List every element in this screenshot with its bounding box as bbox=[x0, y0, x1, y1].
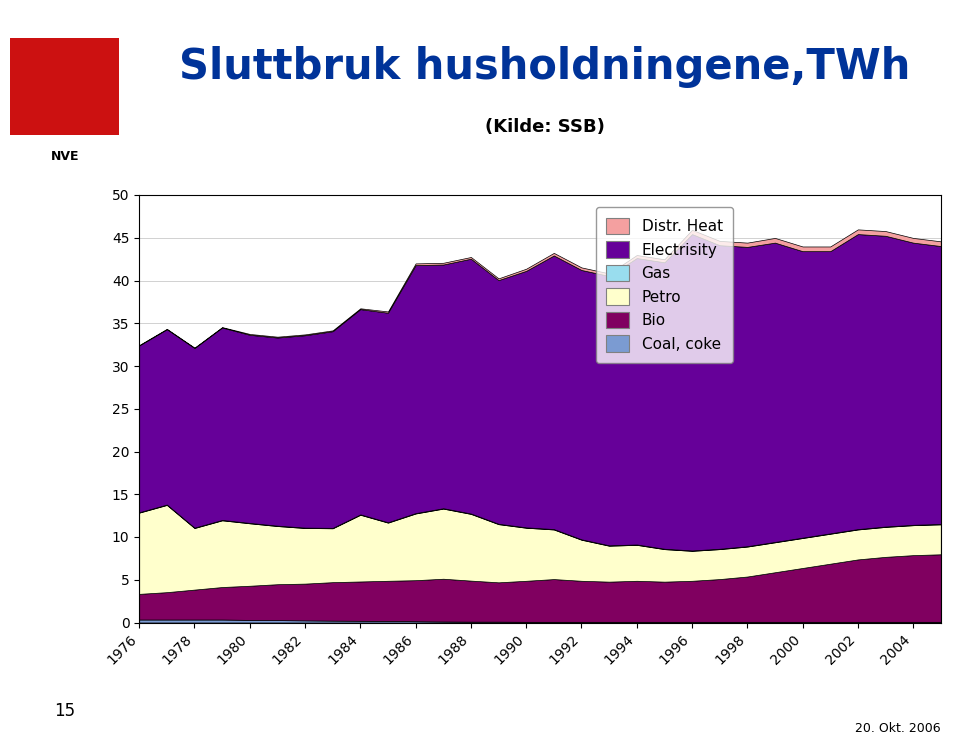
Text: Sluttbruk husholdningene,TWh: Sluttbruk husholdningene,TWh bbox=[180, 46, 910, 88]
FancyBboxPatch shape bbox=[11, 38, 119, 135]
Legend: Distr. Heat, Electrisity, Gas, Petro, Bio, Coal, coke: Distr. Heat, Electrisity, Gas, Petro, Bi… bbox=[596, 207, 733, 362]
FancyBboxPatch shape bbox=[0, 570, 130, 630]
Text: NVE: NVE bbox=[51, 150, 79, 163]
Text: (Kilde: SSB): (Kilde: SSB) bbox=[485, 118, 605, 136]
FancyBboxPatch shape bbox=[0, 450, 130, 510]
FancyBboxPatch shape bbox=[0, 390, 130, 450]
FancyBboxPatch shape bbox=[0, 270, 130, 330]
FancyBboxPatch shape bbox=[0, 210, 130, 270]
Text: 15: 15 bbox=[54, 702, 76, 720]
FancyBboxPatch shape bbox=[0, 630, 130, 690]
Text: 20. Okt. 2006: 20. Okt. 2006 bbox=[855, 722, 941, 735]
